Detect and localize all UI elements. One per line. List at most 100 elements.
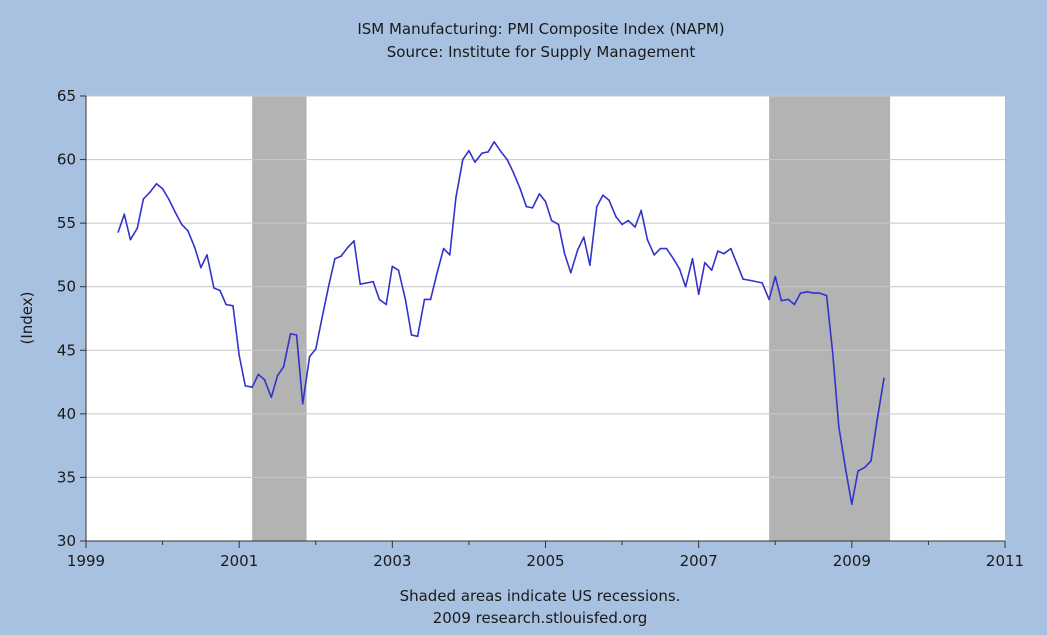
data-point-67 bbox=[544, 200, 547, 203]
data-point-51 bbox=[442, 247, 445, 250]
data-point-82 bbox=[640, 209, 643, 212]
data-point-3 bbox=[136, 227, 139, 230]
data-point-96 bbox=[730, 247, 732, 250]
data-point-32 bbox=[321, 317, 323, 320]
data-point-120 bbox=[883, 377, 885, 380]
y-axis-ticks: 30 35 40 45 50 55 60 65 bbox=[57, 87, 86, 550]
recession-band-1 bbox=[252, 96, 307, 541]
data-point-7 bbox=[161, 188, 164, 190]
data-point-44 bbox=[397, 269, 400, 271]
data-point-26 bbox=[282, 366, 285, 368]
data-point-70 bbox=[563, 252, 566, 255]
data-point-62 bbox=[512, 171, 515, 174]
source-credit: 2009 research.stlouisfed.org bbox=[433, 609, 648, 627]
x-tick-label-2009: 2009 bbox=[833, 552, 871, 570]
data-point-34 bbox=[334, 257, 336, 260]
data-point-91 bbox=[697, 293, 700, 296]
x-tick-label-2001: 2001 bbox=[220, 552, 258, 570]
data-point-2 bbox=[129, 238, 132, 241]
data-point-119 bbox=[876, 419, 878, 422]
data-point-107 bbox=[799, 292, 802, 294]
data-point-114 bbox=[844, 469, 847, 471]
data-point-110 bbox=[818, 292, 821, 294]
data-point-60 bbox=[500, 151, 502, 153]
data-point-105 bbox=[787, 298, 790, 301]
data-point-11 bbox=[187, 229, 189, 232]
data-point-38 bbox=[359, 283, 361, 285]
y-tick-label-60: 60 bbox=[57, 151, 76, 169]
data-point-6 bbox=[155, 182, 158, 185]
data-point-112 bbox=[831, 352, 834, 354]
x-tick-label-2011: 2011 bbox=[986, 552, 1024, 570]
data-point-30 bbox=[308, 355, 311, 358]
x-tick-label-2005: 2005 bbox=[526, 552, 564, 570]
data-point-75 bbox=[596, 205, 598, 208]
data-point-54 bbox=[461, 158, 464, 161]
data-point-0 bbox=[117, 231, 119, 233]
data-point-20 bbox=[244, 385, 247, 387]
y-tick-label-50: 50 bbox=[57, 278, 76, 296]
data-point-15 bbox=[213, 287, 215, 289]
x-tick-label-2003: 2003 bbox=[373, 552, 411, 570]
data-point-95 bbox=[723, 252, 725, 255]
data-point-13 bbox=[200, 266, 202, 269]
data-point-61 bbox=[506, 158, 509, 161]
data-point-77 bbox=[608, 199, 610, 202]
y-tick-label-65: 65 bbox=[57, 87, 76, 105]
data-point-94 bbox=[717, 250, 719, 252]
data-point-14 bbox=[206, 254, 208, 256]
x-axis-ticks: 1999 2001 2003 2005 2007 2009 2011 bbox=[67, 541, 1024, 570]
data-point-66 bbox=[538, 193, 541, 195]
data-point-59 bbox=[493, 140, 495, 143]
data-point-99 bbox=[749, 279, 751, 282]
data-point-88 bbox=[678, 268, 681, 270]
y-tick-label-55: 55 bbox=[57, 214, 76, 232]
data-point-76 bbox=[602, 194, 604, 196]
data-point-64 bbox=[525, 205, 528, 208]
data-point-23 bbox=[263, 378, 266, 381]
data-point-104 bbox=[780, 299, 783, 302]
data-point-31 bbox=[314, 348, 317, 350]
data-point-115 bbox=[851, 503, 853, 505]
data-point-111 bbox=[825, 294, 828, 297]
data-point-65 bbox=[531, 207, 534, 209]
data-point-28 bbox=[295, 334, 298, 336]
data-point-8 bbox=[167, 198, 170, 200]
data-point-33 bbox=[327, 284, 330, 287]
y-axis-label: (Index) bbox=[18, 292, 36, 345]
data-point-16 bbox=[219, 289, 221, 292]
data-point-49 bbox=[429, 298, 432, 301]
data-point-1 bbox=[123, 213, 126, 216]
data-point-21 bbox=[251, 386, 253, 388]
data-point-47 bbox=[416, 335, 419, 338]
data-point-73 bbox=[582, 236, 585, 238]
data-point-90 bbox=[691, 257, 694, 260]
data-point-72 bbox=[576, 249, 579, 251]
data-point-36 bbox=[347, 246, 349, 249]
data-point-117 bbox=[864, 466, 866, 469]
data-point-80 bbox=[627, 219, 630, 222]
data-point-40 bbox=[372, 280, 374, 283]
data-point-74 bbox=[589, 264, 591, 266]
data-point-118 bbox=[870, 460, 872, 462]
data-point-113 bbox=[838, 425, 840, 428]
data-point-92 bbox=[703, 261, 706, 264]
data-point-37 bbox=[353, 240, 355, 242]
data-point-87 bbox=[672, 257, 675, 260]
chart-title: ISM Manufacturing: PMI Composite Index (… bbox=[357, 20, 724, 38]
data-point-27 bbox=[289, 332, 292, 335]
data-point-69 bbox=[557, 223, 560, 226]
x-tick-label-2007: 2007 bbox=[680, 552, 718, 570]
data-point-68 bbox=[550, 219, 553, 222]
data-point-48 bbox=[423, 298, 426, 301]
data-point-101 bbox=[761, 282, 764, 284]
y-tick-label-35: 35 bbox=[57, 468, 76, 486]
data-point-106 bbox=[793, 303, 796, 306]
recession-shading bbox=[252, 96, 891, 541]
data-point-4 bbox=[142, 198, 145, 200]
data-point-42 bbox=[385, 303, 388, 306]
data-point-116 bbox=[857, 470, 859, 472]
chart-subtitle: Source: Institute for Supply Management bbox=[387, 43, 696, 61]
